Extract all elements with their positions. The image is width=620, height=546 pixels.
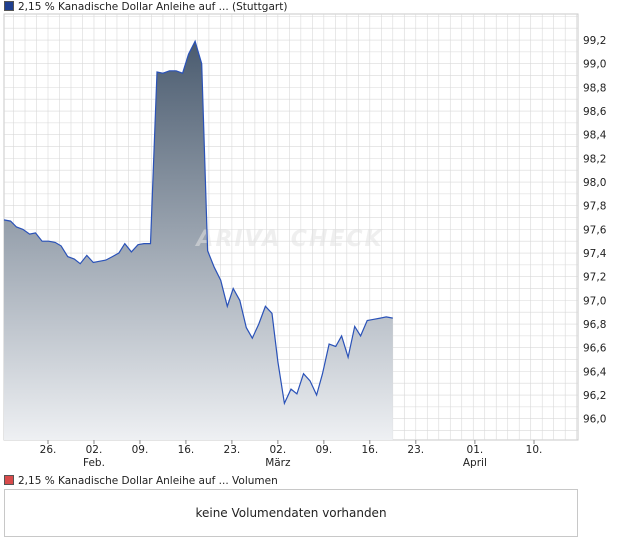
price-legend: 2,15 % Kanadische Dollar Anleihe auf ...… bbox=[4, 0, 287, 14]
x-tick-label: 16. bbox=[178, 444, 195, 456]
y-tick-label: 98,6 bbox=[583, 106, 607, 118]
y-tick-label: 96,2 bbox=[583, 390, 606, 402]
y-axis-labels: 96,0 96,2 96,4 96,6 96,8 97,0 97,2 97,4 97,6 97,8… bbox=[583, 35, 607, 426]
x-month-label: März bbox=[265, 457, 291, 469]
volume-panel: keine Volumendaten vorhanden bbox=[4, 489, 578, 537]
x-month-label: Feb. bbox=[83, 457, 105, 469]
x-tick-label: 23. bbox=[407, 444, 424, 456]
x-tick-label: 09. bbox=[132, 444, 149, 456]
x-tick-label: 23. bbox=[224, 444, 241, 456]
x-tick-label: 10. bbox=[526, 444, 543, 456]
price-legend-label: 2,15 % Kanadische Dollar Anleihe auf ...… bbox=[18, 1, 288, 13]
y-tick-label: 97,8 bbox=[583, 201, 606, 213]
volume-empty-message: keine Volumendaten vorhanden bbox=[195, 506, 387, 520]
x-tick-label: 16. bbox=[361, 444, 378, 456]
price-chart: ARIVA CHECK 96,0 96,2 96,4 96,6 96,8 97,0 97,2… bbox=[3, 13, 607, 469]
x-tick-label: 09. bbox=[315, 444, 332, 456]
y-tick-label: 98,2 bbox=[583, 153, 606, 165]
volume-legend: 2,15 % Kanadische Dollar Anleihe auf ...… bbox=[4, 474, 278, 488]
x-month-label: April bbox=[463, 457, 487, 469]
y-tick-label: 98,0 bbox=[583, 177, 606, 189]
y-tick-label: 99,2 bbox=[583, 35, 606, 47]
y-tick-label: 97,6 bbox=[583, 224, 607, 236]
x-tick-label: 02. bbox=[86, 444, 103, 456]
x-tick-label: 01. bbox=[467, 444, 484, 456]
x-tick-label: 26. bbox=[40, 444, 57, 456]
price-line bbox=[3, 39, 393, 406]
y-tick-label: 97,2 bbox=[583, 272, 606, 284]
y-tick-label: 97,4 bbox=[583, 248, 607, 260]
y-tick-label: 96,0 bbox=[583, 414, 606, 426]
x-tick-label: 02. bbox=[270, 444, 287, 456]
volume-legend-label: 2,15 % Kanadische Dollar Anleihe auf ...… bbox=[18, 475, 278, 487]
y-tick-label: 96,4 bbox=[583, 366, 607, 378]
y-tick-label: 98,8 bbox=[583, 82, 606, 94]
y-tick-label: 96,8 bbox=[583, 319, 606, 331]
watermark: ARIVA CHECK bbox=[194, 227, 383, 252]
y-tick-label: 99,0 bbox=[583, 59, 606, 71]
volume-legend-swatch bbox=[4, 475, 14, 485]
price-area bbox=[4, 41, 393, 440]
y-tick-label: 98,4 bbox=[583, 130, 607, 142]
price-legend-swatch bbox=[4, 1, 14, 11]
y-tick-label: 96,6 bbox=[583, 343, 607, 355]
y-tick-label: 97,0 bbox=[583, 295, 606, 307]
